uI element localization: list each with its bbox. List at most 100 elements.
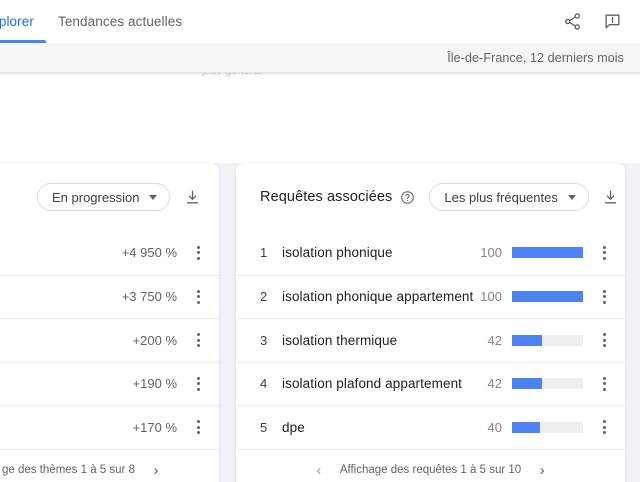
clipped-helper-text: plus général [202, 73, 262, 77]
query-score-bar-fill [512, 378, 542, 390]
row-right-group: +170 % [133, 412, 209, 442]
query-score-bar [512, 291, 583, 303]
query-term: isolation phonique [282, 245, 393, 261]
row-menu-icon[interactable] [593, 412, 615, 442]
row-right-group: +200 % [133, 325, 209, 355]
next-page-icon[interactable]: › [539, 461, 545, 479]
download-icon[interactable] [601, 187, 621, 207]
query-score: 40 [487, 419, 502, 435]
embed-icon[interactable] [216, 187, 219, 207]
topic-growth-value: +3 750 % [121, 289, 177, 305]
feedback-icon[interactable] [600, 10, 624, 34]
query-rank: 1 [260, 245, 268, 261]
query-term: isolation plafond appartement [282, 376, 463, 392]
topic-growth-value: +200 % [132, 332, 177, 348]
query-score: 42 [487, 332, 502, 348]
table-row[interactable]: +190 % [0, 361, 219, 406]
related-topics-actions [170, 187, 219, 207]
related-topics-rows: +4 950 % +3 750 % +200 % [0, 231, 219, 449]
query-score-bar-fill [512, 421, 541, 433]
table-row[interactable]: +3 750 % [0, 274, 219, 319]
cards-container: En progression [0, 163, 640, 482]
query-term: dpe [282, 419, 305, 435]
query-score-bar-fill [512, 247, 583, 259]
query-score-bar [512, 247, 583, 259]
queries-sort-select[interactable]: Les plus fréquentes [429, 183, 589, 211]
queries-sort-select-label: Les plus fréquentes [444, 189, 558, 205]
next-page-icon[interactable]: › [153, 461, 159, 479]
sticky-filter-bar: Île-de-France, 12 derniers mois [0, 43, 640, 73]
top-navigation-bar: xplorer Tendances actuelles [0, 0, 640, 43]
tab-trending[interactable]: Tendances actuelles [46, 0, 194, 43]
tab-trending-label: Tendances actuelles [57, 14, 183, 29]
table-row[interactable]: 2 isolation phonique appartement 100 [236, 274, 625, 319]
row-menu-icon[interactable] [187, 369, 209, 399]
table-row[interactable]: 5 dpe 40 [236, 405, 625, 449]
related-topics-card: En progression [0, 163, 219, 482]
topic-growth-value: +170 % [132, 419, 177, 435]
related-queries-rows: 1 isolation phonique 100 2 isolation pho… [236, 231, 625, 449]
row-right-group: 40 [488, 412, 615, 442]
row-menu-icon[interactable] [187, 412, 209, 442]
related-topics-header: En progression [0, 163, 219, 231]
related-queries-header: Requêtes associées Les plus fréquentes [236, 163, 625, 231]
query-score-bar-fill [512, 291, 583, 303]
share-icon[interactable] [560, 10, 584, 34]
prev-page-icon[interactable]: ‹ [316, 461, 322, 479]
row-right-group: 100 [480, 238, 615, 268]
table-row[interactable]: 1 isolation phonique 100 [236, 231, 625, 275]
tab-explorer[interactable]: xplorer [0, 0, 46, 43]
row-menu-icon[interactable] [593, 282, 615, 312]
queries-pagination-label: Affichage des requêtes 1 à 5 sur 10 [339, 464, 522, 476]
query-score-bar-fill [512, 334, 542, 346]
row-right-group: 100 [480, 282, 615, 312]
query-score: 100 [480, 245, 502, 261]
query-rank: 2 [260, 289, 268, 305]
query-score: 42 [487, 376, 502, 392]
query-rank: 3 [260, 332, 268, 348]
download-icon[interactable] [182, 187, 202, 207]
table-row[interactable]: +4 950 % [0, 231, 219, 275]
sticky-bar-shadow [0, 73, 640, 76]
query-term: isolation thermique [282, 332, 398, 348]
row-right-group: +4 950 % [122, 238, 209, 268]
table-row[interactable]: +170 % [0, 405, 219, 449]
topic-growth-value: +4 950 % [121, 245, 177, 261]
table-row[interactable]: 4 isolation plafond appartement 42 [236, 361, 625, 406]
query-score-bar [512, 378, 583, 390]
topic-growth-value: +190 % [132, 376, 177, 392]
active-tab-indicator [0, 40, 46, 43]
query-term: isolation phonique appartement [282, 289, 474, 305]
query-score-bar [512, 334, 583, 346]
row-menu-icon[interactable] [187, 325, 209, 355]
row-menu-icon[interactable] [593, 369, 615, 399]
related-queries-title: Requêtes associées [260, 189, 393, 205]
topics-sort-select-label: En progression [52, 189, 140, 205]
row-menu-icon[interactable] [593, 325, 615, 355]
row-right-group: 42 [488, 369, 615, 399]
row-right-group: +190 % [133, 369, 209, 399]
related-queries-card: Requêtes associées Les plus fréquentes [236, 163, 625, 482]
related-queries-actions [589, 187, 625, 207]
scroll-content-panel: plus général [0, 73, 640, 163]
row-right-group: 42 [488, 325, 615, 355]
row-right-group: +3 750 % [122, 282, 209, 312]
table-row[interactable]: +200 % [0, 318, 219, 362]
query-rank: 5 [260, 419, 268, 435]
query-score-bar [512, 421, 583, 433]
related-topics-pagination: ge des thèmes 1 à 5 sur 8 › [0, 448, 219, 482]
row-menu-icon[interactable] [593, 238, 615, 268]
topics-pagination-label: ge des thèmes 1 à 5 sur 8 [2, 464, 135, 476]
query-rank: 4 [260, 376, 268, 392]
nav-tabs: xplorer Tendances actuelles [0, 0, 194, 43]
table-row[interactable]: 3 isolation thermique 42 [236, 318, 625, 362]
topics-sort-select[interactable]: En progression [37, 183, 171, 211]
chevron-down-icon [149, 194, 158, 200]
row-menu-icon[interactable] [187, 238, 209, 268]
tab-explorer-label: xplorer [0, 14, 34, 29]
location-period-label: Île-de-France, 12 derniers mois [447, 50, 624, 65]
related-queries-pagination: ‹ Affichage des requêtes 1 à 5 sur 10 › [236, 448, 625, 482]
help-circle-icon[interactable] [399, 189, 415, 205]
row-menu-icon[interactable] [187, 282, 209, 312]
